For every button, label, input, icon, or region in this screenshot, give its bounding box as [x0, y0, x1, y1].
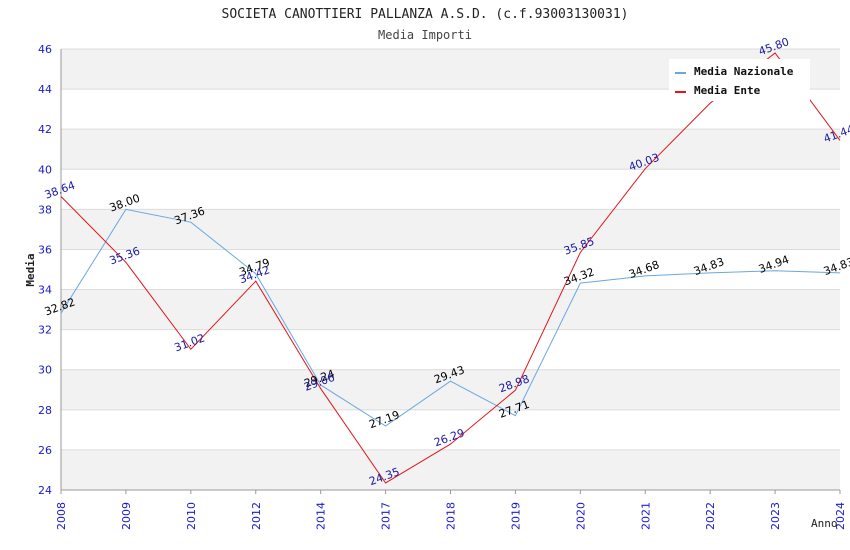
y-tick-label: 36: [38, 243, 52, 256]
y-tick-label: 34: [38, 284, 52, 297]
grid-band: [61, 449, 840, 490]
series-line-media-ente: [60, 52, 841, 484]
data-label: 27.19: [367, 408, 401, 431]
legend-label: Media Ente: [694, 84, 761, 97]
y-tick-label: 26: [38, 444, 52, 457]
series-line-media-nazionale: [60, 208, 841, 427]
y-tick-label: 30: [38, 364, 52, 377]
y-tick-labels: 24 26 28 30 32 34 36 38 40 42 44 46: [38, 43, 52, 497]
x-tick-label: 2023: [769, 502, 782, 530]
chart-subtitle: Media Importi: [378, 28, 472, 42]
x-tick-label: 2017: [380, 502, 393, 530]
y-tick-label: 42: [38, 123, 52, 136]
series-lines: [60, 52, 841, 484]
y-tick-label: 32: [38, 324, 52, 337]
data-label: 38.64: [43, 179, 77, 202]
x-tick-label: 2020: [574, 502, 587, 530]
chart-title: SOCIETA CANOTTIERI PALLANZA A.S.D. (c.f.…: [222, 7, 629, 22]
legend-label: Media Nazionale: [694, 65, 794, 78]
x-tick-label: 2022: [704, 502, 717, 530]
x-tick-label: 2021: [639, 502, 652, 530]
gridlines: [61, 48, 840, 491]
data-label: 34.83: [822, 255, 850, 278]
grid-band: [61, 289, 840, 330]
data-label: 26.29: [432, 426, 466, 449]
data-label: 34.68: [627, 258, 661, 281]
y-axis-label: Media: [24, 253, 37, 286]
legend: Media Nazionale Media Ente: [669, 59, 810, 101]
y-tick-label: 46: [38, 43, 52, 56]
axes: [60, 49, 841, 494]
y-tick-label: 24: [38, 484, 52, 497]
data-label: 31.02: [173, 331, 207, 354]
data-label: 34.94: [757, 253, 791, 276]
x-axis-label: Anno: [811, 517, 838, 530]
x-tick-label: 2008: [55, 502, 68, 530]
legend-box: [669, 59, 810, 101]
data-labels: 32.8238.0037.3634.7929.2427.1929.4327.71…: [43, 35, 850, 488]
x-tick-label: 2014: [315, 502, 328, 530]
grid-band: [61, 129, 840, 170]
x-tick-label: 2019: [509, 502, 522, 530]
y-tick-label: 38: [38, 203, 52, 216]
y-tick-label: 44: [38, 83, 52, 96]
x-tick-label: 2024: [834, 502, 847, 530]
x-tick-label: 2010: [185, 502, 198, 530]
y-tick-label: 28: [38, 404, 52, 417]
y-tick-label: 40: [38, 163, 52, 176]
data-label: 34.83: [692, 255, 726, 278]
grid-band: [61, 209, 840, 250]
x-tick-label: 2009: [120, 502, 133, 530]
x-tick-labels: 2008 2009 2010 2012 2014 2017 2018 2019 2020 2021…: [55, 502, 847, 530]
x-tick-label: 2018: [445, 502, 458, 530]
grid-bands: [61, 49, 840, 490]
grid-band: [61, 369, 840, 410]
x-tick-label: 2012: [250, 502, 263, 530]
